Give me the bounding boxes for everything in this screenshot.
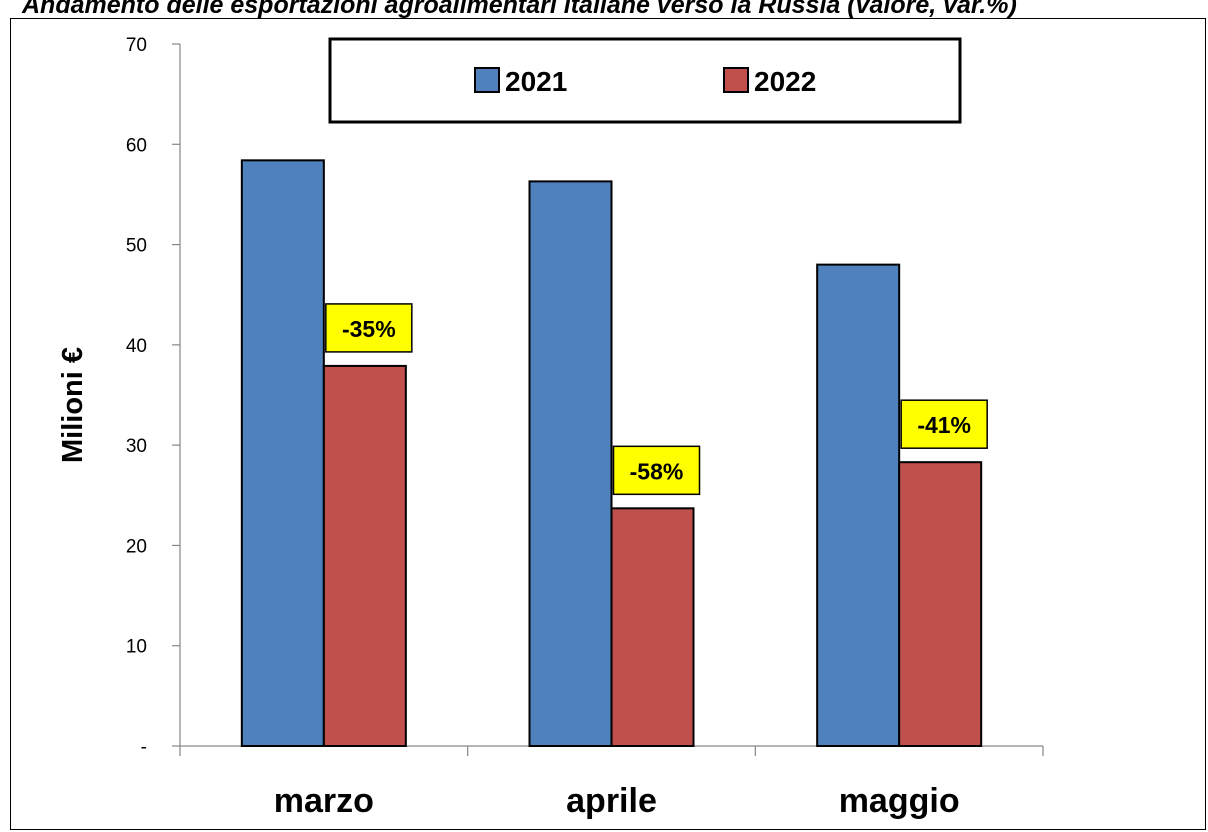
data-label-aprile: -58%	[612, 445, 701, 496]
data-label-box	[325, 303, 413, 353]
bar-2022-marzo	[322, 364, 407, 747]
chart-frame	[10, 18, 1206, 830]
legend-item-2021: 2021	[474, 66, 567, 97]
y-tick-label: -	[141, 737, 147, 758]
bar-2022-aprile	[610, 507, 695, 747]
x-tick-label-aprile: aprile	[566, 782, 657, 820]
x-tick-label-marzo: marzo	[274, 782, 374, 820]
legend-swatch	[474, 67, 500, 93]
y-tick-label: 50	[126, 236, 147, 257]
y-tick-label: 60	[126, 135, 147, 156]
legend-label: 2022	[754, 66, 816, 97]
data-label-box	[612, 445, 701, 496]
axes: - 10 20 30 40 50 60 70 marzo aprile maggio	[126, 35, 1044, 820]
chart-title: Andamento delle esportazioni agroaliment…	[22, 0, 1017, 19]
data-label-marzo: -35%	[325, 303, 413, 353]
bar-2021-aprile	[528, 180, 613, 748]
legend-swatch	[723, 67, 749, 93]
bar-2021-maggio	[816, 263, 901, 747]
y-tick-label: 40	[126, 336, 147, 357]
bar-2021-marzo	[240, 159, 325, 747]
data-label-text: -58%	[630, 458, 684, 484]
data-label-box	[900, 399, 988, 449]
data-label-text: -35%	[342, 316, 396, 342]
data-labels: -35% -58% -41%	[325, 303, 988, 496]
legend-label: 2021	[505, 66, 567, 97]
y-tick-label: 70	[126, 35, 147, 56]
legend-box	[328, 37, 962, 124]
y-tick-label: 20	[126, 536, 147, 557]
data-label-text: -41%	[917, 412, 971, 438]
data-label-maggio: -41%	[900, 399, 988, 449]
y-axis-label: Milioni €	[57, 347, 89, 463]
x-tick-label-maggio: maggio	[839, 782, 960, 820]
y-tick-label: 30	[126, 436, 147, 457]
y-tick-label: 10	[126, 637, 147, 658]
legend-item-2022: 2022	[723, 66, 816, 97]
bars	[240, 159, 983, 748]
legend: 2021 2022	[328, 37, 962, 124]
bar-2022-maggio	[898, 461, 983, 747]
